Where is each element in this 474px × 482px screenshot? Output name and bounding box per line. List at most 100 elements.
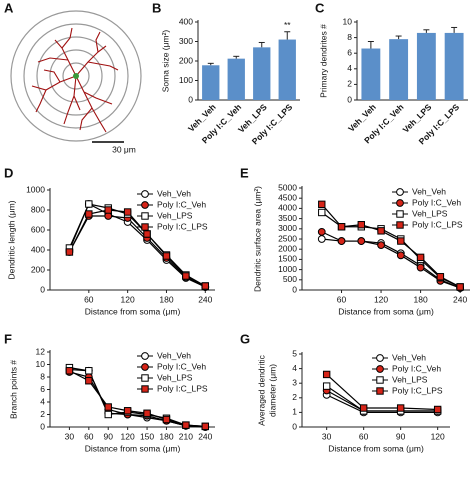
- marker: [396, 199, 404, 207]
- scale-label: 30 μm: [112, 144, 136, 154]
- y-tick-label: 400: [179, 16, 193, 26]
- y-axis-label: diameter (μm): [267, 364, 277, 417]
- x-axis-label: Distance from soma (μm): [85, 443, 181, 453]
- marker: [85, 210, 93, 218]
- x-tick-label: 120: [374, 294, 388, 304]
- series-line: [326, 394, 438, 413]
- y-tick-label: 1000: [278, 264, 297, 274]
- marker: [416, 263, 425, 272]
- y-axis-label: Dendritic surface area (μm²): [252, 186, 262, 292]
- sholl-circles: [10, 10, 142, 142]
- y-tick-label: 10: [36, 359, 46, 369]
- bar: [227, 58, 245, 100]
- marker: [376, 376, 384, 384]
- x-axis-label: Distance from soma (μm): [85, 306, 181, 316]
- marker: [143, 230, 151, 238]
- x-tick-label: 240: [198, 431, 212, 441]
- y-tick-label: 2: [347, 79, 352, 89]
- x-axis-label: Distance from soma (μm): [328, 443, 424, 453]
- marker: [143, 409, 151, 417]
- y-tick-label: 3: [292, 377, 297, 387]
- y-tick-label: 4000: [278, 203, 297, 213]
- x-tick-label: 210: [179, 431, 193, 441]
- marker: [141, 363, 149, 371]
- bar: [278, 39, 296, 100]
- bar: [444, 32, 464, 100]
- x-tick-label: 180: [159, 294, 173, 304]
- y-tick-label: 2: [292, 392, 297, 402]
- panel-label: B: [152, 0, 161, 15]
- marker: [141, 374, 149, 382]
- marker: [456, 283, 464, 291]
- marker: [85, 377, 93, 385]
- legend-label: Veh_LPS: [157, 372, 193, 382]
- bar: [202, 65, 220, 100]
- legend-label: Poly I:C_Veh: [157, 361, 206, 371]
- x-tick-label: 60: [337, 294, 347, 304]
- marker: [322, 382, 331, 390]
- x-tick-label: 120: [121, 294, 135, 304]
- neuron-panel: A 30 μm: [4, 0, 142, 154]
- y-tick-label: 2000: [278, 243, 297, 253]
- y-axis-label: Averaged dendritic: [256, 354, 266, 425]
- x-tick-label: 180: [159, 431, 173, 441]
- bar: [361, 48, 381, 100]
- marker: [162, 415, 171, 424]
- y-tick-label: 600: [31, 224, 45, 234]
- y-tick-label: 8: [347, 32, 352, 42]
- legend-label: Veh_LPS: [412, 208, 448, 218]
- x-axis-label: Distance from soma (μm): [338, 306, 434, 316]
- y-tick-label: 5: [292, 348, 297, 358]
- marker: [376, 354, 384, 362]
- y-tick-label: 400: [31, 244, 45, 254]
- marker: [318, 200, 326, 209]
- legend-label: Poly I:C_Veh: [412, 197, 461, 207]
- marker: [376, 365, 384, 373]
- marker: [141, 212, 149, 220]
- legend-label: Poly I:C_Veh: [392, 363, 441, 373]
- x-tick-label: 120: [431, 431, 445, 441]
- marker: [377, 227, 385, 235]
- legend-label: Poly I:C_LPS: [157, 221, 208, 231]
- marker: [182, 272, 190, 280]
- marker: [85, 200, 93, 208]
- y-tick-label: 200: [179, 55, 193, 65]
- y-tick-label: 200: [31, 264, 45, 274]
- x-tick-label: 90: [396, 431, 406, 441]
- y-tick-label: 8: [40, 371, 45, 381]
- y-tick-label: 1500: [278, 254, 297, 264]
- marker: [65, 367, 74, 375]
- y-axis-label: Soma size (μm²): [160, 30, 170, 93]
- y-tick-label: 800: [31, 204, 45, 214]
- y-tick-label: 0: [188, 94, 193, 104]
- marker: [416, 253, 425, 262]
- panel-label: D: [4, 165, 13, 180]
- legend-label: Veh_Veh: [412, 186, 446, 196]
- panel-label: A: [4, 0, 14, 15]
- marker: [141, 352, 149, 360]
- legend-label: Veh_Veh: [157, 188, 191, 198]
- neuron-tracing: [31, 27, 119, 133]
- marker: [396, 221, 404, 229]
- x-tick-label: 60: [84, 431, 94, 441]
- soma: [73, 73, 79, 79]
- panel-label: F: [4, 331, 12, 346]
- y-axis-label: Dendritic length (μm): [6, 200, 16, 279]
- y-tick-label: 6: [347, 47, 352, 57]
- x-tick-label: 120: [121, 431, 135, 441]
- y-tick-label: 0: [292, 284, 297, 294]
- y-tick-label: 3000: [278, 223, 297, 233]
- legend-label: Poly I:C_LPS: [392, 385, 443, 395]
- y-tick-label: 0: [347, 94, 352, 104]
- panel-label: C: [315, 0, 325, 15]
- y-tick-label: 4: [292, 363, 297, 373]
- marker: [65, 248, 74, 256]
- marker: [337, 223, 346, 231]
- marker: [337, 237, 346, 245]
- marker: [85, 367, 93, 375]
- marker: [433, 405, 442, 414]
- legend-label: Poly I:C_LPS: [157, 383, 208, 393]
- marker: [162, 252, 171, 260]
- marker: [357, 221, 365, 229]
